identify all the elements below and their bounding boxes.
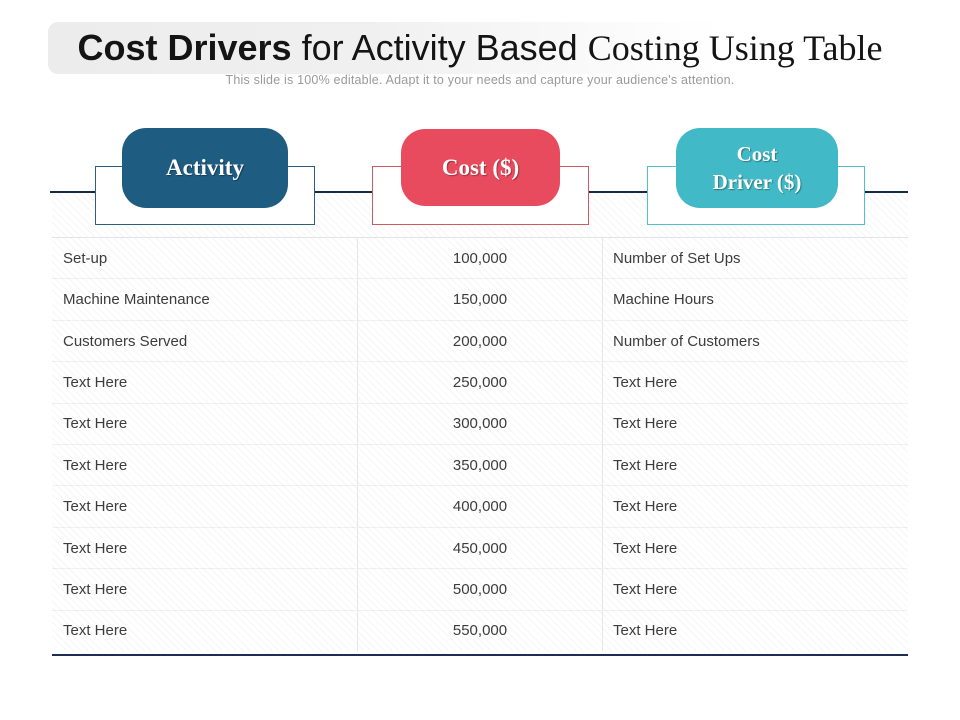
table-row: Customers Served 200,000 Number of Custo… xyxy=(52,320,908,363)
table-row: Text Here 250,000 Text Here xyxy=(52,362,908,404)
driver-cell: Text Here xyxy=(613,580,678,598)
title-background-band xyxy=(48,22,748,74)
table-row: Set-up 100,000 Number of Set Ups xyxy=(52,238,908,280)
cost-cell: 200,000 xyxy=(357,320,603,362)
driver-cell: Number of Customers xyxy=(613,332,760,350)
page-title: Cost Drivers for Activity Based Costing … xyxy=(0,24,960,72)
driver-cell: Number of Set Ups xyxy=(613,249,741,267)
activity-header-label: Activity xyxy=(166,155,244,180)
table-row: Text Here 550,000 Text Here xyxy=(52,610,908,652)
subtitle: This slide is 100% editable. Adapt it to… xyxy=(225,73,735,87)
table-bottom-accent-line xyxy=(52,654,908,656)
cost-driver-header-label-line1: Cost xyxy=(736,142,778,166)
driver-cell: Machine Hours xyxy=(613,291,714,309)
cost-header-button[interactable]: Cost ($) xyxy=(401,129,560,206)
table-row: Text Here 450,000 Text Here xyxy=(52,527,908,570)
activity-header-button[interactable]: Activity xyxy=(122,128,288,208)
activity-cell: Text Here xyxy=(63,373,128,391)
cost-cell: 300,000 xyxy=(357,403,603,445)
driver-cell: Text Here xyxy=(613,373,678,391)
cost-cell: 150,000 xyxy=(357,279,603,320)
activity-cell: Set-up xyxy=(63,249,108,267)
activity-cell: Machine Maintenance xyxy=(63,291,210,309)
cost-cell: 500,000 xyxy=(357,569,603,610)
title-bold-segment: Cost Drivers xyxy=(77,27,292,68)
driver-cell: Text Here xyxy=(613,498,678,516)
cost-cell: 550,000 xyxy=(357,610,603,652)
cost-driver-header-button[interactable]: Cost Driver ($) xyxy=(676,128,838,208)
cost-cell: 100,000 xyxy=(357,238,603,279)
driver-cell: Text Here xyxy=(613,539,678,557)
title-mid-segment: for Activity Based xyxy=(291,27,588,68)
activity-cell: Customers Served xyxy=(63,332,188,350)
table-row: Text Here 300,000 Text Here xyxy=(52,403,908,446)
cost-cell: 400,000 xyxy=(357,486,603,527)
cost-driver-header-label-line2: Driver ($) xyxy=(712,170,802,194)
activity-cell: Text Here xyxy=(63,456,128,474)
activity-cell: Text Here xyxy=(63,539,128,557)
cost-cell: 450,000 xyxy=(357,527,603,569)
table-row: Machine Maintenance 150,000 Machine Hour… xyxy=(52,279,908,321)
driver-cell: Text Here xyxy=(613,622,678,640)
driver-cell: Text Here xyxy=(613,415,678,433)
cost-cell: 250,000 xyxy=(357,362,603,403)
table-row: Text Here 400,000 Text Here xyxy=(52,486,908,528)
title-serif-segment: Costing Using Table xyxy=(587,28,883,68)
cost-drivers-table: Set-up 100,000 Number of Set Ups Machine… xyxy=(52,237,908,652)
activity-cell: Text Here xyxy=(63,498,128,516)
table-row: Text Here 500,000 Text Here xyxy=(52,569,908,611)
activity-cell: Text Here xyxy=(63,622,128,640)
activity-cell: Text Here xyxy=(63,415,128,433)
table-row: Text Here 350,000 Text Here xyxy=(52,445,908,487)
activity-cell: Text Here xyxy=(63,580,128,598)
driver-cell: Text Here xyxy=(613,456,678,474)
cost-cell: 350,000 xyxy=(357,445,603,486)
cost-header-label: Cost ($) xyxy=(441,154,520,180)
